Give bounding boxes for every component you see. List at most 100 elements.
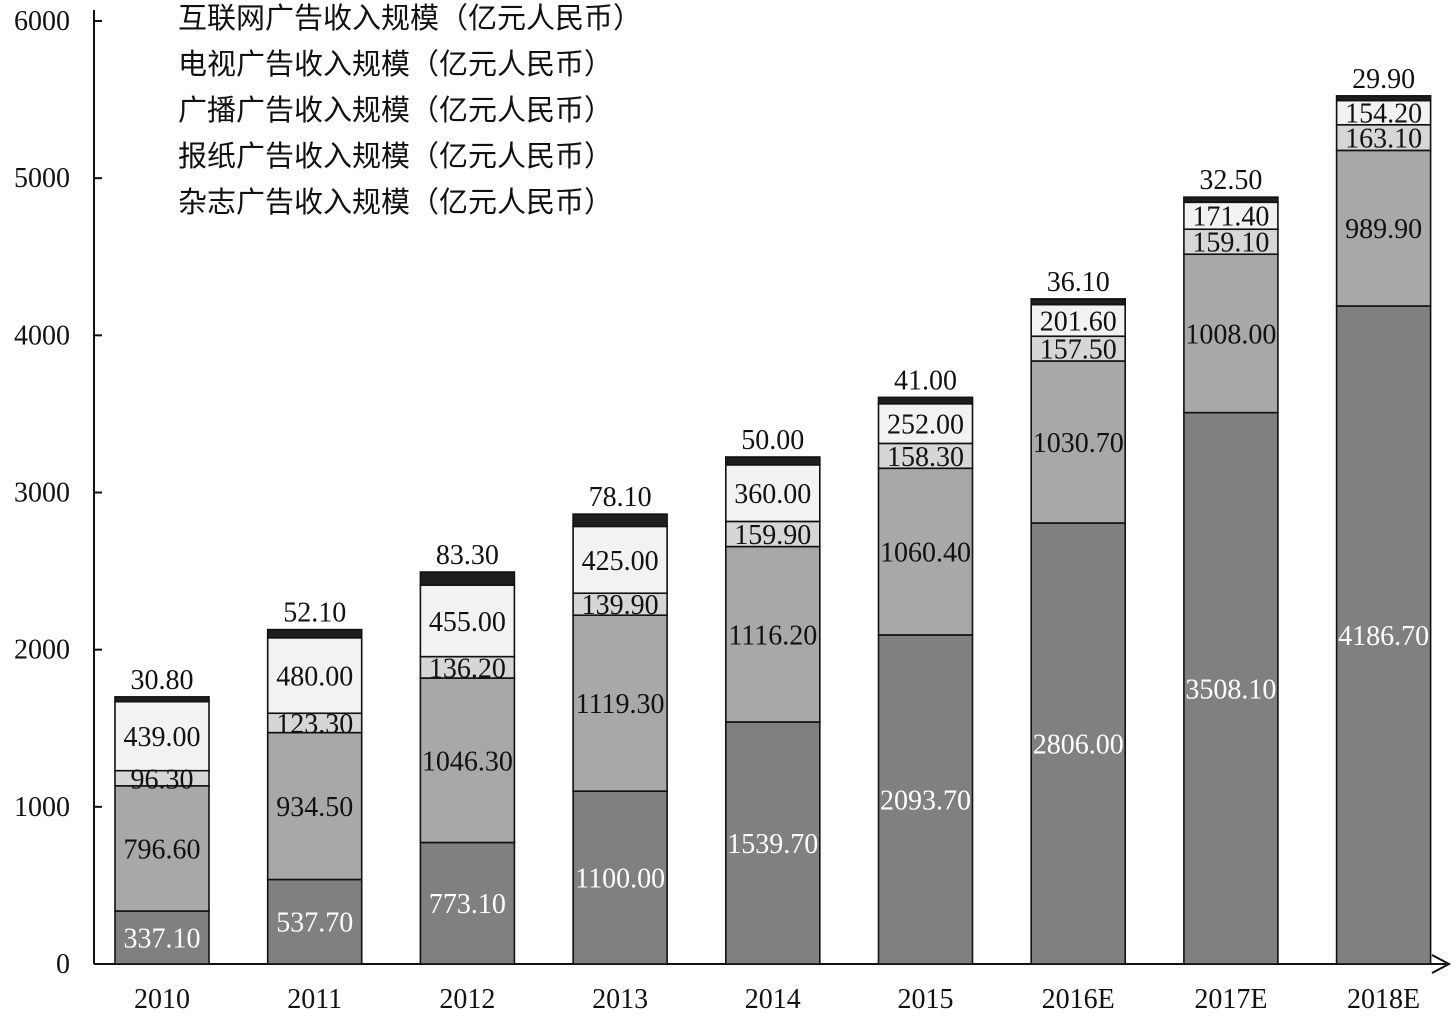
- bar-segment: [877, 467, 974, 636]
- bar-segment: [1030, 298, 1126, 306]
- data-label: 163.10: [1345, 124, 1422, 155]
- data-label: 1116.20: [728, 620, 817, 651]
- x-tick-label: 2014: [745, 984, 801, 1015]
- axes: 0 1000 2000 3000 4000 5000 6000 2010 2011 2012 201…: [14, 6, 1452, 1015]
- bar-segment: [877, 402, 974, 445]
- data-label: 3508.10: [1185, 674, 1276, 705]
- data-label: 158.30: [887, 442, 964, 473]
- bar-segment: [1335, 95, 1432, 102]
- data-label: 1046.30: [422, 746, 513, 777]
- data-label: 480.00: [276, 662, 353, 693]
- data-label: 159.90: [734, 520, 811, 551]
- bar-segment: [724, 545, 821, 723]
- y-tick-label: 1000: [14, 792, 70, 823]
- data-label: 36.10: [1047, 267, 1110, 298]
- data-label: 201.60: [1040, 306, 1117, 337]
- bar-segment: [572, 790, 668, 965]
- x-tick-label: 2018E: [1347, 984, 1420, 1015]
- x-tick-label: 2011: [287, 984, 342, 1015]
- bar-segment: [419, 584, 516, 658]
- x-tick-label: 2015: [898, 984, 954, 1015]
- x-tick-label: 2013: [592, 984, 648, 1015]
- bar-segment: [1030, 522, 1126, 965]
- data-label: 773.10: [429, 889, 506, 920]
- bar-segment: [419, 677, 516, 844]
- bar-segment: [419, 841, 516, 965]
- bar-segment: [114, 785, 210, 912]
- bar-segment: [419, 571, 516, 586]
- bar-segment: [877, 396, 974, 405]
- bar-segment: [266, 731, 363, 881]
- bar-segment: [572, 525, 668, 595]
- bar-segment: [114, 700, 210, 772]
- bar-segment: [1183, 411, 1279, 965]
- bar-segment: [1030, 360, 1126, 524]
- bar-segment: [114, 696, 210, 703]
- bar-segment: [1335, 305, 1432, 965]
- data-label: 2093.70: [880, 785, 971, 816]
- y-tick-label: 2000: [14, 635, 70, 666]
- x-axis-arrow: [1431, 954, 1452, 974]
- data-label: 1100.00: [575, 864, 665, 895]
- x-tick-label: 2010: [134, 984, 190, 1015]
- data-label: 360.00: [734, 479, 811, 510]
- x-tick-label: 2016E: [1042, 984, 1115, 1015]
- x-tick-label: 2012: [439, 984, 495, 1015]
- data-label: 425.00: [582, 546, 659, 577]
- data-label: 50.00: [741, 425, 804, 456]
- bar-segment: [724, 456, 821, 466]
- data-label: 537.70: [276, 908, 353, 939]
- data-label: 934.50: [276, 792, 353, 823]
- bar-segment: [877, 634, 974, 965]
- y-tick-label: 6000: [14, 6, 70, 37]
- bar-segment: [1335, 123, 1432, 152]
- bar-segment: [266, 878, 363, 965]
- data-label: 159.10: [1192, 228, 1269, 259]
- bars-layer: [114, 95, 1432, 965]
- data-label: 1539.70: [727, 829, 818, 860]
- data-label: 136.20: [429, 653, 506, 684]
- data-label: 52.10: [283, 598, 346, 629]
- legend-entry: 报纸广告收入规模（亿元人民币）: [178, 139, 613, 173]
- bar-segment: [1335, 99, 1432, 126]
- data-label: 796.60: [124, 834, 201, 865]
- bar-segment: [1030, 335, 1126, 362]
- data-label: 1008.00: [1185, 319, 1276, 350]
- data-label: 78.10: [589, 482, 652, 513]
- data-label: 83.30: [436, 540, 499, 571]
- data-label: 171.40: [1192, 202, 1269, 233]
- data-label: 337.10: [124, 924, 201, 955]
- data-label: 4186.70: [1338, 621, 1429, 652]
- data-label: 30.80: [131, 665, 194, 696]
- legend-entry: 广播广告收入规模（亿元人民币）: [178, 93, 613, 127]
- data-label: 157.50: [1040, 335, 1117, 366]
- value-labels-layer: 337.10 796.60 96.30 439.00 30.80 537.70 934.50…: [124, 64, 1430, 955]
- bar-segment: [114, 910, 210, 965]
- legend: 互联网广告收入规模（亿元人民币） 电视广告收入规模（亿元人民币） 广播广告收入规模（…: [178, 1, 642, 219]
- data-label: 123.30: [276, 709, 353, 740]
- bar-segment: [572, 513, 668, 528]
- data-label: 252.00: [887, 410, 964, 441]
- bar-segment: [266, 628, 363, 639]
- bar-segment: [724, 464, 821, 523]
- bar-segment: [1183, 201, 1279, 231]
- bar-segment: [266, 637, 363, 715]
- data-label: 439.00: [124, 722, 201, 753]
- data-label: 455.00: [429, 607, 506, 638]
- data-label: 1030.70: [1033, 428, 1124, 459]
- y-tick-label: 0: [56, 949, 70, 980]
- data-label: 41.00: [894, 365, 957, 396]
- data-label: 2806.00: [1033, 729, 1124, 760]
- y-tick-label: 3000: [14, 478, 70, 509]
- legend-entry: 电视广告收入规模（亿元人民币）: [178, 47, 613, 81]
- y-tick-label: 4000: [14, 320, 70, 351]
- legend-entry: 杂志广告收入规模（亿元人民币）: [178, 185, 613, 219]
- bar-segment: [1183, 196, 1279, 204]
- y-tick-label: 5000: [14, 163, 70, 194]
- data-label: 989.90: [1345, 214, 1422, 245]
- legend-entry: 互联网广告收入规模（亿元人民币）: [178, 1, 642, 35]
- x-tick-label: 2017E: [1194, 984, 1267, 1015]
- data-label: 1119.30: [576, 689, 665, 720]
